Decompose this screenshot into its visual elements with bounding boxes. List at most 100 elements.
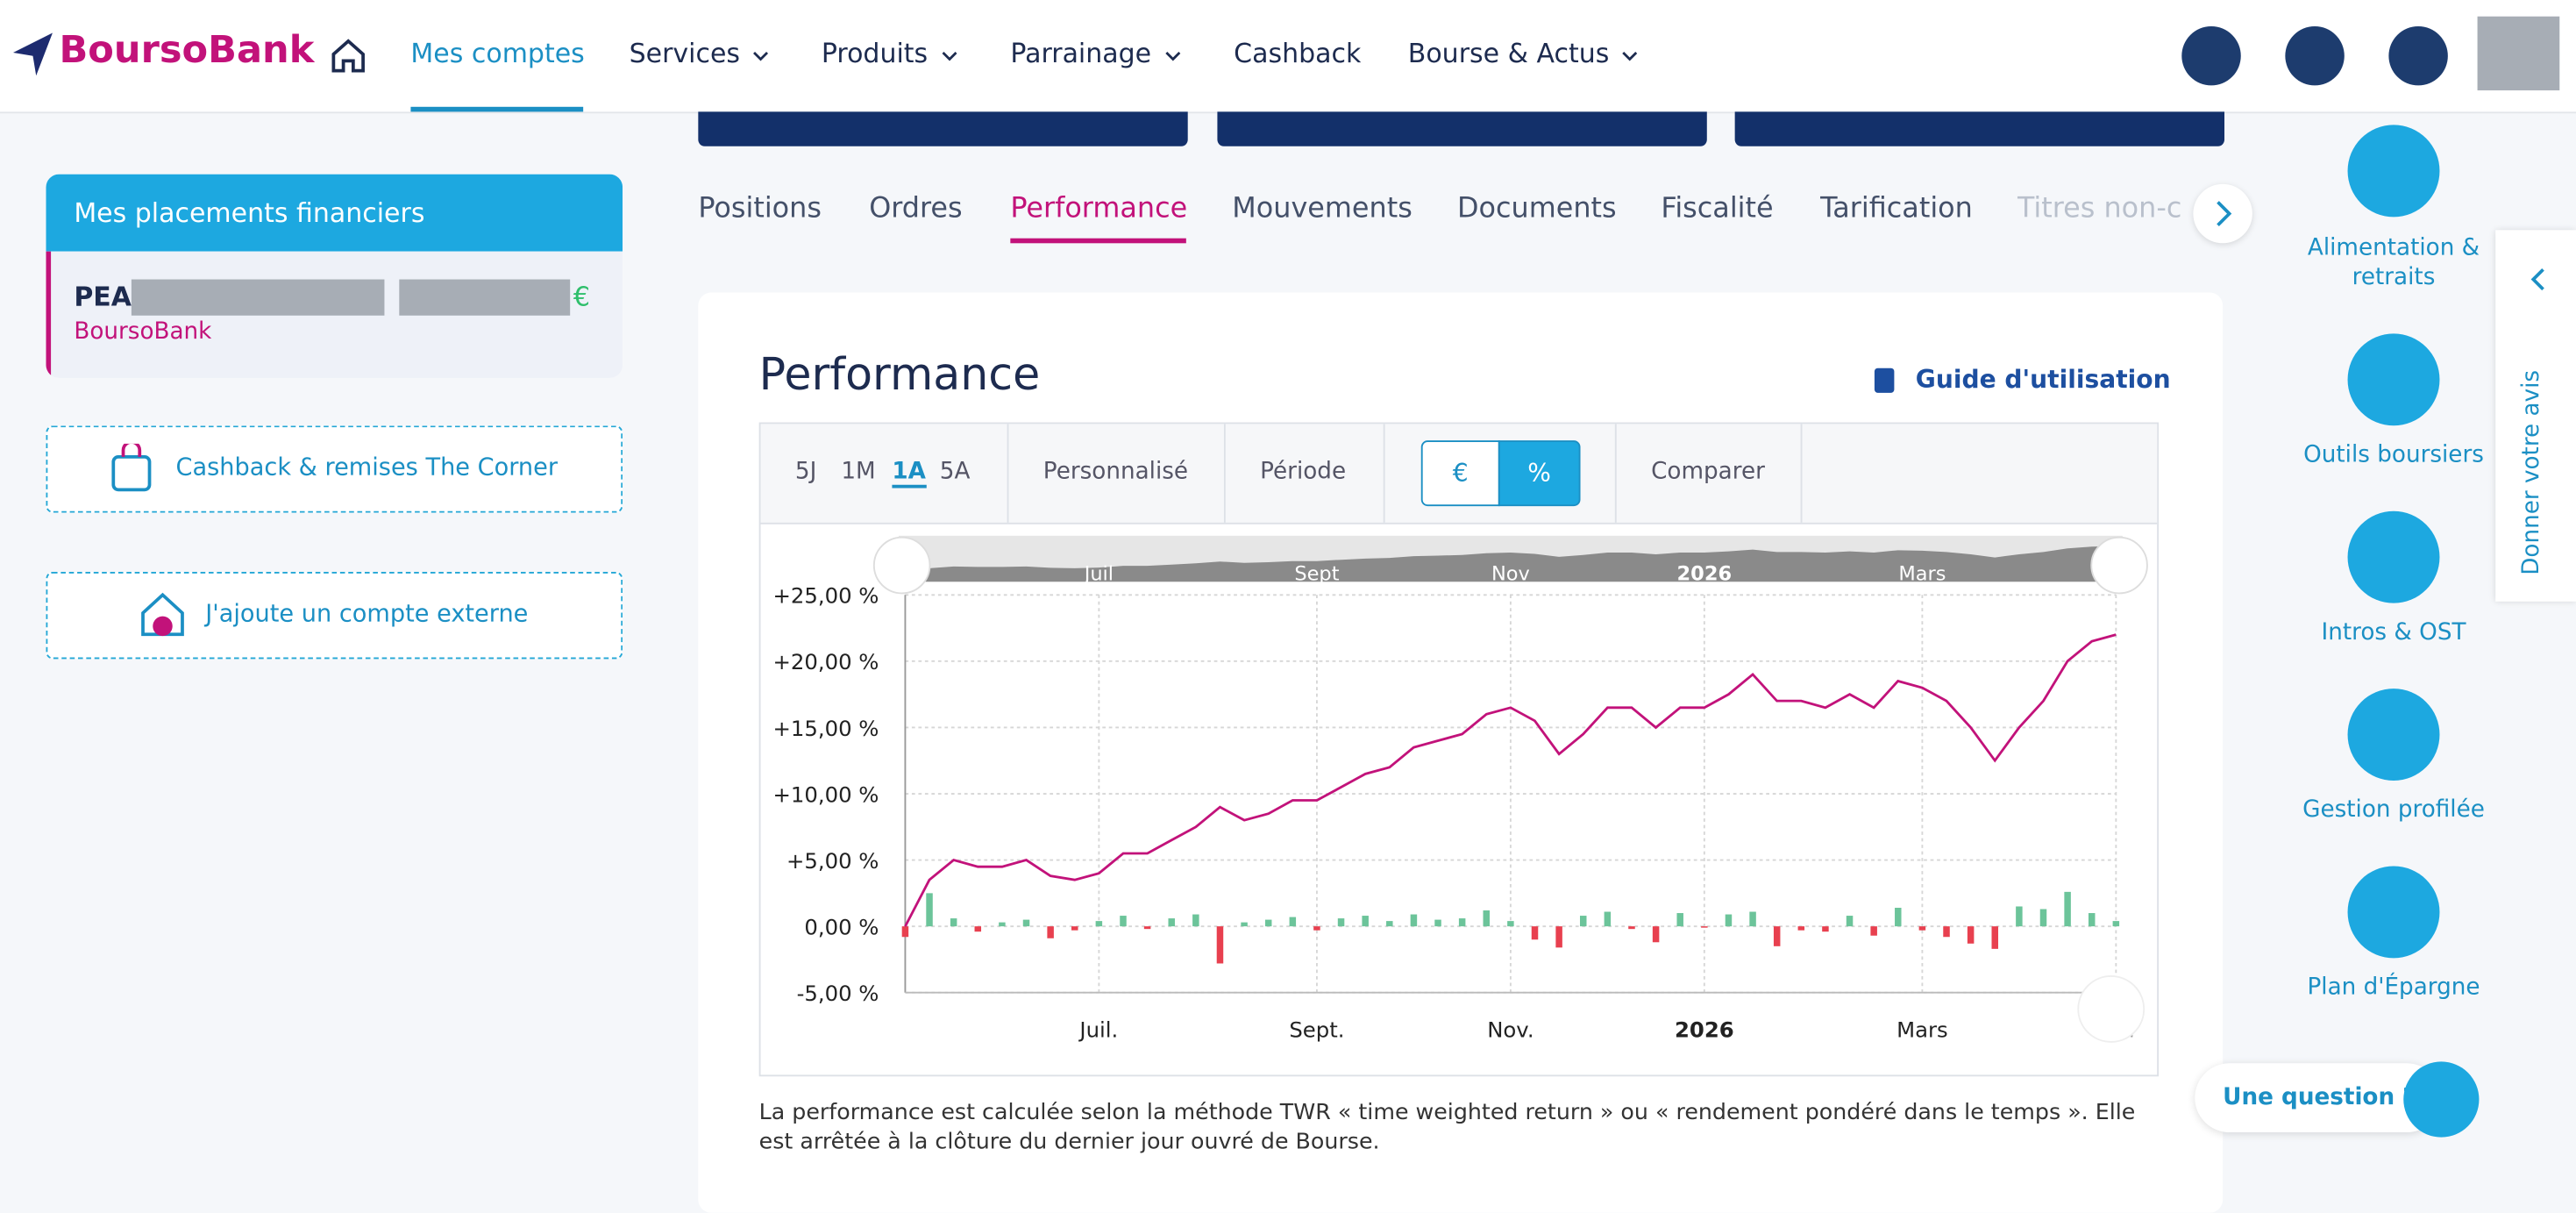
return-bar xyxy=(1264,919,1272,927)
return-bar xyxy=(1773,926,1781,946)
navigator-handle[interactable] xyxy=(2090,536,2148,595)
return-bar xyxy=(1483,910,1491,927)
navigator-handle[interactable] xyxy=(872,536,931,595)
x-tick-label: Juil. xyxy=(1078,1017,1118,1042)
tab[interactable]: Mouvements xyxy=(1232,192,1413,225)
return-bar xyxy=(1749,911,1756,927)
chevrons xyxy=(753,51,1638,61)
guide-link[interactable]: Guide d'utilisation xyxy=(1915,364,2171,395)
divider xyxy=(1383,424,1385,523)
return-bar xyxy=(1216,926,1224,964)
period-button[interactable]: 5J xyxy=(794,458,817,485)
account-bank: BoursoBank xyxy=(74,318,212,346)
compare-button[interactable]: Comparer xyxy=(1651,458,1765,485)
return-bar xyxy=(1241,922,1248,927)
return-bar xyxy=(1410,914,1418,927)
house-icon xyxy=(141,592,184,637)
period-select[interactable]: Période xyxy=(1260,458,1347,485)
chat-bubble[interactable]: Une question ? xyxy=(2195,1063,2442,1132)
unit-percent[interactable]: % xyxy=(1498,440,1581,507)
bag-icon xyxy=(111,443,152,492)
quick-link[interactable]: Gestion profilée xyxy=(2302,796,2485,824)
chat-bot[interactable] xyxy=(2403,1061,2480,1138)
return-bar xyxy=(950,918,957,927)
nav-item[interactable]: Parrainage xyxy=(1010,38,1152,69)
account-name: PEA xyxy=(74,281,132,313)
tab[interactable]: Performance xyxy=(1010,192,1188,225)
return-bar xyxy=(1507,921,1514,927)
return-bar xyxy=(1943,926,1950,938)
tab[interactable]: Tarification xyxy=(1820,192,1973,225)
return-bar xyxy=(1918,926,1926,931)
redacted xyxy=(399,279,571,316)
period-button[interactable]: 1M xyxy=(841,458,876,485)
nav-item[interactable]: Mes comptes xyxy=(410,38,585,69)
performance-chart: Juil Sept Nov 2026 Mars +25,00 % +20,00 % +15,0… xyxy=(772,535,2148,1043)
return-bar xyxy=(1143,926,1151,930)
quick-icon[interactable] xyxy=(2347,333,2440,426)
y-tick-label: +10,00 % xyxy=(772,781,879,807)
period-button[interactable]: 1A xyxy=(892,459,926,489)
tab[interactable]: Documents xyxy=(1456,192,1617,225)
nav-item[interactable]: Services xyxy=(629,38,741,69)
banner xyxy=(1217,111,1707,146)
external-text: J'ajoute un compte externe xyxy=(205,601,529,628)
panel-title: Performance xyxy=(758,350,1041,402)
nav-item[interactable]: Cashback xyxy=(1234,38,1362,69)
chart-frame xyxy=(758,422,2160,1077)
avatar[interactable] xyxy=(2477,16,2560,91)
return-bar xyxy=(901,926,909,938)
performance-line xyxy=(904,633,2117,927)
logo[interactable]: BoursoBank xyxy=(59,29,315,73)
navigator-label: Mars xyxy=(1898,562,1946,585)
return-bar xyxy=(999,922,1006,927)
quick-link[interactable]: Plan d'Épargne xyxy=(2307,974,2480,1002)
custom-button[interactable]: Personnalisé xyxy=(1042,458,1189,485)
search-button[interactable] xyxy=(2181,25,2241,86)
return-bar xyxy=(1120,916,1127,927)
cashback-link[interactable]: Cashback & remises The Corner xyxy=(46,425,623,513)
quick-link[interactable]: Outils boursiers xyxy=(2303,442,2484,469)
return-bar xyxy=(1652,926,1660,943)
redacted xyxy=(131,279,385,316)
quick-link[interactable]: Alimentation & retraits xyxy=(2307,234,2480,291)
nav-underline xyxy=(410,106,584,112)
feedback-tab[interactable]: Donner votre avis xyxy=(2495,230,2576,602)
quick-icon[interactable] xyxy=(2347,866,2440,959)
tab[interactable]: Fiscalité xyxy=(1661,192,1774,225)
nav-item[interactable]: Bourse & Actus xyxy=(1407,38,1610,69)
quick-icon[interactable] xyxy=(2347,125,2440,218)
return-bar xyxy=(1555,926,1562,948)
unit-euro[interactable]: € xyxy=(1420,440,1500,507)
return-bar xyxy=(1579,916,1587,927)
return-bar xyxy=(1022,919,1030,927)
return-bar xyxy=(2016,906,2023,927)
quick-icon[interactable] xyxy=(2347,510,2440,603)
return-bar xyxy=(2088,913,2096,927)
navigator-label: Sept xyxy=(1294,562,1339,585)
nav-item[interactable]: Produits xyxy=(821,38,929,69)
tab[interactable]: Titres non-c xyxy=(2017,192,2182,225)
export-button[interactable] xyxy=(2077,975,2145,1043)
period-button[interactable]: 5A xyxy=(939,458,971,485)
tab[interactable]: Ordres xyxy=(869,192,963,225)
divider xyxy=(1800,424,1803,523)
tabs-next[interactable] xyxy=(2193,183,2252,244)
return-bar xyxy=(1168,918,1175,927)
placements-card: Mes placements financiers PEA € BoursoBa… xyxy=(46,174,623,378)
home-icon[interactable] xyxy=(329,36,368,75)
divider xyxy=(1223,424,1226,523)
external-link[interactable]: J'ajoute un compte externe xyxy=(46,572,623,660)
quick-link[interactable]: Intros & OST xyxy=(2321,619,2466,646)
card-title: Mes placements financiers xyxy=(74,196,425,229)
quick-icon[interactable] xyxy=(2347,689,2440,781)
note: La performance est calculée selon la mét… xyxy=(758,1099,2136,1156)
y-tick-label: +25,00 % xyxy=(772,583,879,609)
messages-button[interactable] xyxy=(2285,25,2345,86)
notifications-button[interactable] xyxy=(2388,25,2448,86)
return-bar xyxy=(1846,916,1854,927)
return-bar xyxy=(1337,918,1345,927)
navigator-label: 2026 xyxy=(1677,562,1733,585)
tab[interactable]: Positions xyxy=(698,192,822,225)
